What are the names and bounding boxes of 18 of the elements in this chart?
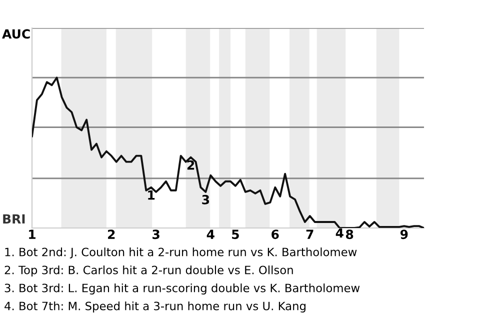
text: AUC <box>2 29 30 39</box>
text: 2. Top 3rd: B. Carlos hit a 2-run double vs E. Ollson <box>4 265 293 277</box>
x-tick-label: 6 <box>272 230 279 240</box>
x-tick-label: 3 <box>152 230 160 240</box>
x-tick-label: 1 <box>29 230 36 239</box>
x-tick-label: 4 <box>206 230 214 239</box>
x-tick-label: 7 <box>306 230 314 239</box>
x-tick-label: 8 <box>346 230 354 240</box>
text: 4. Bot 7th: M. Speed hit a 3-run home run vs U. Kang <box>4 301 306 313</box>
x-tick-label: 5 <box>232 230 239 240</box>
text: 3. Bot 3rd: L. Egan hit a run-scoring double vs K. Bartholomew <box>4 283 360 295</box>
annotation: 1 <box>148 190 155 200</box>
annotation: 3 <box>202 194 210 204</box>
annotation: 2 <box>187 160 194 170</box>
text: 1. Bot 2nd: J. Coulton hit a 2-run home run vs K. Bartholomew <box>5 247 357 258</box>
x-tick-label: 2 <box>108 230 115 239</box>
text: BRI <box>3 214 25 224</box>
x-tick-label: 9 <box>400 230 408 240</box>
